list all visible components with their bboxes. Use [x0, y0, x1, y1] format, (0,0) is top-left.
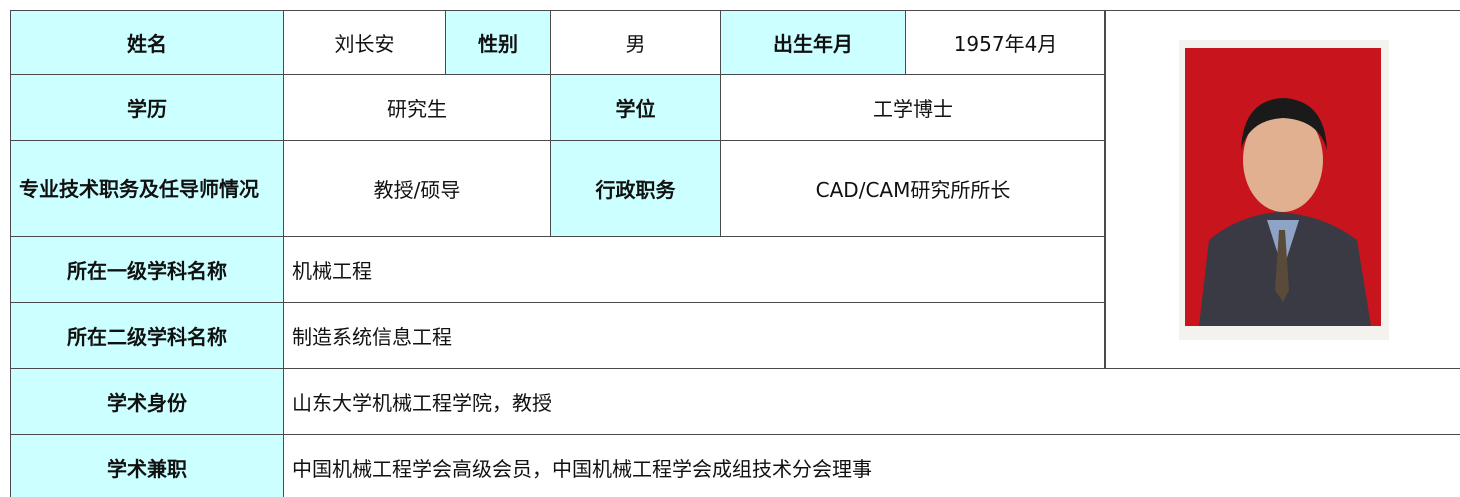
header-cell: 学术兼职 — [10, 434, 284, 497]
header-cell: 姓名 — [10, 10, 284, 75]
header-cell: 学术身份 — [10, 368, 284, 435]
value-cell: 机械工程 — [283, 236, 1106, 303]
photo — [1179, 39, 1389, 340]
photo-cell — [1104, 10, 1460, 369]
value-cell: 男 — [550, 10, 721, 75]
header-cell: 行政职务 — [550, 140, 721, 237]
value-cell: 教授/硕导 — [283, 140, 551, 237]
header-cell: 性别 — [445, 10, 551, 75]
header-cell: 专业技术职务及任导师情况 — [10, 140, 284, 237]
value-cell: 工学博士 — [720, 74, 1106, 141]
value-cell: 制造系统信息工程 — [283, 302, 1106, 369]
header-cell: 所在二级学科名称 — [10, 302, 284, 369]
value-cell: 刘长安 — [283, 10, 446, 75]
header-cell: 所在一级学科名称 — [10, 236, 284, 303]
value-cell: 研究生 — [283, 74, 551, 141]
value-cell: 1957年4月 — [905, 10, 1106, 75]
value-cell: 中国机械工程学会高级会员，中国机械工程学会成组技术分会理事 — [283, 434, 1460, 497]
value-cell: 山东大学机械工程学院，教授 — [283, 368, 1460, 435]
header-cell: 出生年月 — [720, 10, 906, 75]
header-cell: 学位 — [550, 74, 721, 141]
value-cell: CAD/CAM研究所所长 — [720, 140, 1106, 237]
header-cell: 学历 — [10, 74, 284, 141]
